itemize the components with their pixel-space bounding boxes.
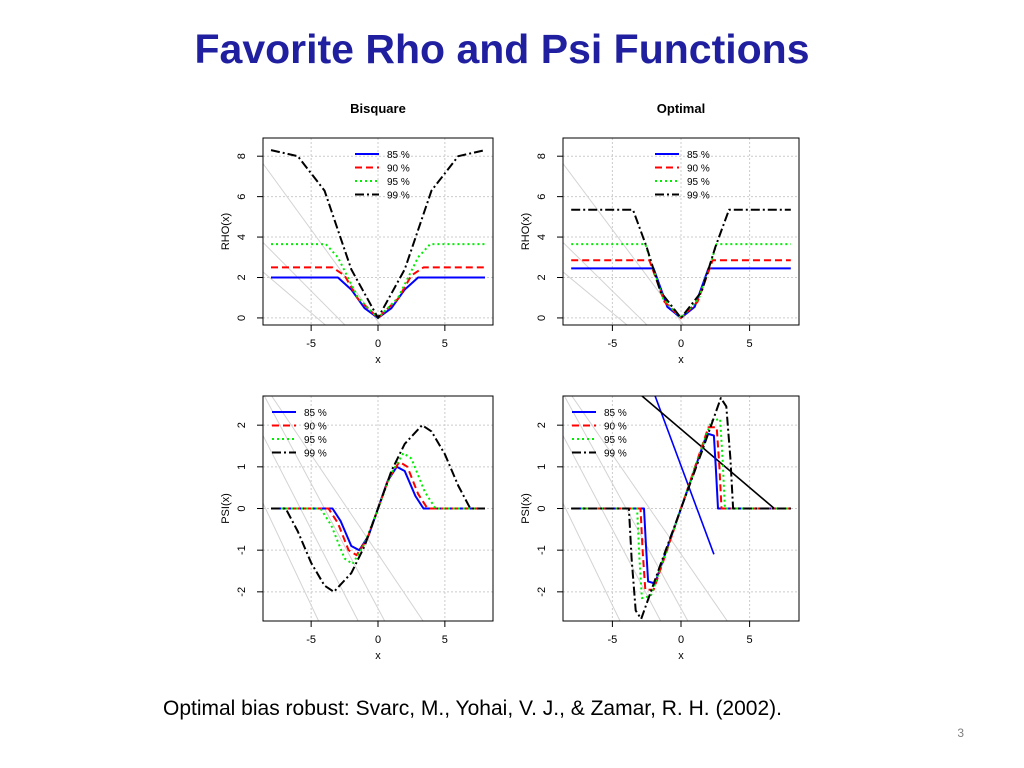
y-tick-label: 8 [536, 153, 548, 159]
y-tick-label: 1 [536, 464, 548, 470]
x-tick-label: 5 [442, 338, 448, 350]
projection-line [271, 396, 424, 621]
x-axis-label: x [375, 650, 381, 662]
x-tick-label: -5 [306, 634, 316, 646]
legend-label: 95 % [304, 435, 327, 446]
chart-data-layer [563, 396, 791, 621]
chart-title: Optimal [657, 101, 705, 116]
x-tick-label: 5 [747, 634, 753, 646]
y-tick-label: 0 [236, 505, 248, 511]
legend-label: 99 % [604, 449, 627, 460]
y-tick-label: 0 [236, 315, 248, 321]
legend-label: 95 % [604, 435, 627, 446]
citation: Optimal bias robust: Svarc, M., Yohai, V… [163, 697, 782, 720]
series-line-90 [571, 259, 791, 319]
x-tick-label: 0 [678, 634, 684, 646]
projection-line [263, 434, 359, 621]
x-tick-label: 5 [442, 634, 448, 646]
y-axis-label: PSI(x) [520, 493, 532, 524]
series-line-90 [271, 266, 485, 319]
projection-line [563, 502, 621, 621]
series-line-99 [571, 397, 791, 620]
legend-label: 95 % [387, 177, 410, 188]
legend-label: 90 % [387, 164, 410, 175]
series-line-95 [571, 417, 791, 600]
x-tick-label: 5 [747, 338, 753, 350]
slide-title: Favorite Rho and Psi Functions [194, 26, 810, 72]
legend-label: 85 % [687, 150, 710, 161]
x-tick-label: -5 [306, 338, 316, 350]
y-tick-label: 2 [236, 274, 248, 280]
projection-line [571, 396, 728, 621]
x-axis-label: x [678, 650, 684, 662]
y-axis-label: RHO(x) [220, 213, 232, 250]
x-tick-label: -5 [608, 338, 618, 350]
chart-panel-1: -5 0 5 x 0 2 4 6 8 RHO(x) Bisquare 85 % 90 % 95 % 99 % [220, 101, 494, 366]
series-line-99 [571, 208, 791, 319]
legend-label: 85 % [387, 150, 410, 161]
y-tick-label: 0 [536, 315, 548, 321]
series-line-99 [270, 149, 486, 319]
y-tick-label: -2 [536, 587, 548, 597]
projection-line [263, 501, 320, 621]
y-tick-label: -1 [536, 545, 548, 555]
y-tick-label: 6 [536, 194, 548, 200]
y-axis-label: RHO(x) [520, 213, 532, 250]
chart-panel-3: -5 0 5 x -2 -1 0 1 2 PSI(x) 85 % 90 % 95 % 99 % [220, 395, 494, 662]
series-line-99 [271, 424, 485, 593]
x-tick-label: 0 [678, 338, 684, 350]
series-line-90 [571, 426, 791, 591]
projection-line [563, 162, 685, 325]
x-tick-label: -5 [608, 634, 618, 646]
y-tick-label: 1 [236, 464, 248, 470]
y-tick-label: 6 [236, 194, 248, 200]
x-axis-label: x [678, 354, 684, 366]
x-tick-label: 0 [375, 338, 381, 350]
projection-line [263, 271, 327, 325]
projection-line [263, 162, 382, 325]
legend-label: 99 % [304, 449, 327, 460]
y-tick-label: 4 [536, 234, 548, 240]
series-line-95 [571, 243, 791, 319]
y-tick-label: 2 [536, 422, 548, 428]
x-tick-label: 0 [375, 634, 381, 646]
legend-label: 99 % [687, 191, 710, 202]
y-tick-label: 0 [536, 505, 548, 511]
page-number: 3 [957, 726, 964, 740]
legend-label: 90 % [304, 422, 327, 433]
projection-line [263, 241, 346, 325]
reference-line [640, 396, 775, 510]
chart-title: Bisquare [350, 101, 406, 116]
legend-label: 90 % [687, 164, 710, 175]
chart-panel-4: -5 0 5 x -2 -1 0 1 2 PSI(x) 85 % 90 % 95 % 99 % [520, 395, 800, 662]
chart-panel-2: -5 0 5 x 0 2 4 6 8 RHO(x) Optimal 85 % 90 % 95 % 99 % [520, 101, 800, 366]
y-tick-label: 8 [236, 153, 248, 159]
legend-label: 99 % [387, 191, 410, 202]
y-tick-label: -1 [236, 545, 248, 555]
legend-label: 90 % [604, 422, 627, 433]
legend-label: 85 % [304, 408, 327, 419]
y-tick-label: 4 [236, 234, 248, 240]
projection-line [563, 241, 648, 325]
chart-data-layer [263, 396, 485, 621]
projection-line [563, 271, 628, 325]
reference-line [654, 396, 715, 555]
y-tick-label: 2 [236, 422, 248, 428]
x-axis-label: x [375, 354, 381, 366]
y-tick-label: -2 [236, 587, 248, 597]
y-axis-label: PSI(x) [220, 493, 232, 524]
legend-label: 85 % [604, 408, 627, 419]
y-tick-label: 2 [536, 274, 548, 280]
legend-label: 95 % [687, 177, 710, 188]
chart-data-layer [563, 162, 791, 325]
